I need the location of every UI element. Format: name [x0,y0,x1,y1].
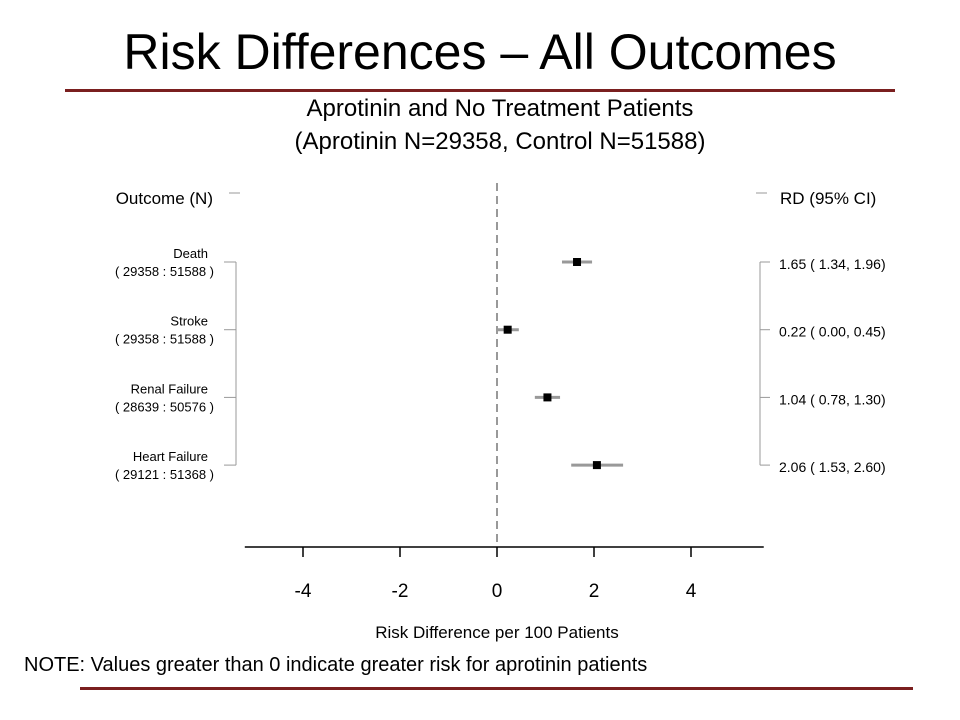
x-tick-label: -4 [295,581,312,602]
x-axis-label: Risk Difference per 100 Patients [375,623,618,642]
outcome-n: ( 29121 : 51368 ) [115,467,214,482]
outcome-n: ( 28639 : 50576 ) [115,399,214,414]
bottom-rule [80,687,913,690]
outcome-name: Death [173,246,208,261]
x-tick-label: 4 [686,581,697,602]
outcome-name: Renal Failure [131,381,208,396]
plot-title: Aprotinin and No Treatment Patients [306,95,694,122]
footnote: NOTE: Values greater than 0 indicate gre… [24,654,648,676]
slide-title: Risk Differences – All Outcomes [123,24,837,80]
outcome-n: ( 29358 : 51588 ) [115,332,214,347]
outcome-n: ( 29358 : 51588 ) [115,264,214,279]
left-header: Outcome (N) [116,189,213,208]
ci-label: 0.22 ( 0.00, 0.45) [779,324,886,340]
plot-subtitle: (Aprotinin N=29358, Control N=51588) [294,128,706,155]
x-tick-label: -2 [392,581,409,602]
point-estimate [543,393,552,402]
ci-label: 2.06 ( 1.53, 2.60) [779,459,886,475]
right-header: RD (95% CI) [780,189,876,208]
x-tick-label: 2 [589,581,600,602]
ci-label: 1.65 ( 1.34, 1.96) [779,256,886,272]
point-estimate [592,461,601,470]
outcome-name: Stroke [170,314,208,329]
point-estimate [573,258,582,266]
x-tick-label: 0 [492,581,503,602]
point-estimate [503,325,512,334]
outcome-name: Heart Failure [133,449,208,464]
title-rule [65,89,895,92]
ci-label: 1.04 ( 0.78, 1.30) [779,391,886,407]
